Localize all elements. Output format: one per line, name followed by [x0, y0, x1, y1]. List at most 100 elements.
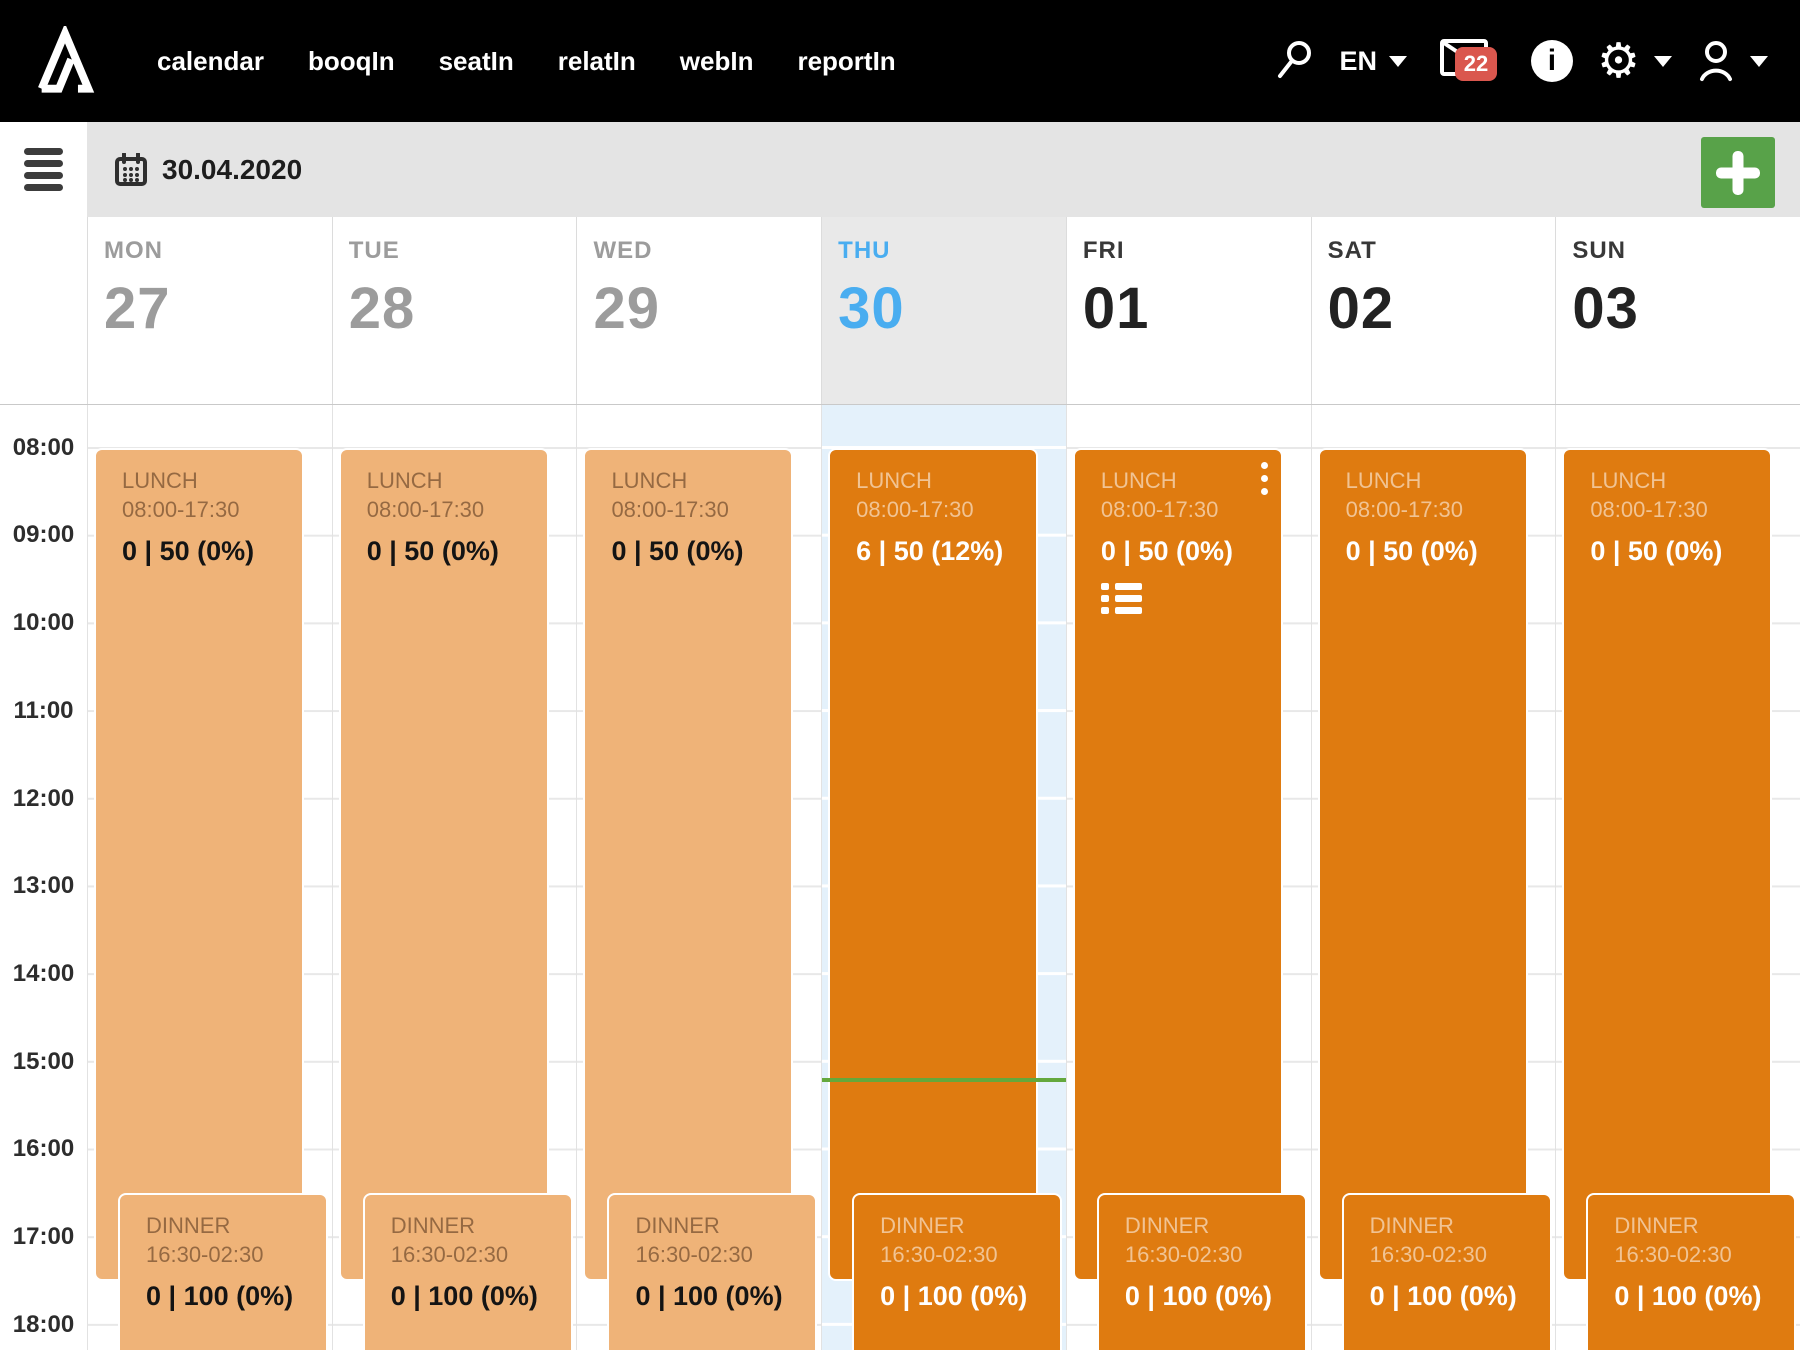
user-icon — [1700, 41, 1732, 81]
event-time: 16:30-02:30 — [880, 1242, 998, 1267]
event-time: 16:30-02:30 — [146, 1242, 264, 1267]
day-header-sat[interactable]: SAT 02 — [1310, 217, 1556, 404]
info-icon[interactable] — [1530, 40, 1573, 82]
event-title: LUNCH — [611, 468, 688, 493]
day-number: 30 — [838, 276, 905, 341]
nav-item-booqin[interactable]: booqIn — [307, 45, 395, 76]
nav-item-webin[interactable]: webIn — [679, 45, 754, 76]
day-number: 02 — [1327, 276, 1395, 341]
time-label: 17:00 — [12, 1223, 75, 1250]
top-nav: calendar booqIn seatIn relatIn webIn rep… — [0, 0, 1800, 122]
calendar-grid: 08:00 09:00 10:00 11:00 12:00 13:00 14:0… — [0, 405, 1800, 1350]
day-column-sun: LUNCH 08:00-17:30 0 | 50 (0%) DINNER 16:… — [1555, 405, 1800, 1350]
event-stats: 0 | 50 (0%) — [366, 536, 499, 566]
main-menu: calendar booqIn seatIn relatIn webIn rep… — [157, 46, 896, 77]
menu-icon — [24, 148, 63, 155]
gutter-spacer — [0, 217, 87, 404]
event-title: LUNCH — [856, 468, 932, 493]
day-columns: LUNCH 08:00-17:30 0 | 50 (0%) DINNER 16:… — [87, 405, 1800, 1350]
date-picker[interactable]: 30.04.2020 — [114, 122, 302, 217]
time-label: 16:00 — [12, 1135, 75, 1162]
event-dinner-wed[interactable]: DINNER 16:30-02:30 0 | 100 (0%) — [607, 1193, 818, 1350]
event-dinner-tue[interactable]: DINNER 16:30-02:30 0 | 100 (0%) — [362, 1193, 573, 1350]
user-menu[interactable] — [1696, 39, 1768, 83]
event-dinner-fri[interactable]: DINNER 16:30-02:30 0 | 100 (0%) — [1096, 1193, 1307, 1350]
kebab-menu-icon[interactable] — [1260, 462, 1268, 501]
event-dinner-thu[interactable]: DINNER 16:30-02:30 0 | 100 (0%) — [852, 1193, 1063, 1350]
day-column-fri: LUNCH 08:00-17:30 0 | 50 (0%) DINNER 16:… — [1065, 405, 1311, 1350]
event-lunch-wed[interactable]: LUNCH 08:00-17:30 0 | 50 (0%) — [583, 448, 794, 1281]
event-title: DINNER — [880, 1213, 965, 1238]
language-selector[interactable]: EN — [1339, 46, 1407, 77]
nav-item-relatin[interactable]: relatIn — [557, 45, 636, 76]
event-lunch-mon[interactable]: LUNCH 08:00-17:30 0 | 50 (0%) — [94, 448, 304, 1281]
time-axis: 08:00 09:00 10:00 11:00 12:00 13:00 14:0… — [0, 405, 87, 1350]
event-title: DINNER — [1124, 1213, 1210, 1238]
time-label: 11:00 — [13, 697, 74, 724]
day-column-wed: LUNCH 08:00-17:30 0 | 50 (0%) DINNER 16:… — [576, 405, 821, 1350]
time-label: 08:00 — [12, 434, 75, 461]
day-number: 28 — [348, 276, 416, 341]
day-header-thu-today[interactable]: THU 30 — [821, 217, 1066, 404]
event-title: DINNER — [635, 1213, 720, 1238]
notifications-button[interactable]: 22 — [1439, 37, 1497, 86]
search-icon[interactable] — [1275, 40, 1315, 82]
list-icon[interactable] — [1100, 583, 1267, 614]
nav-item-seatin[interactable]: seatIn — [438, 45, 514, 76]
event-stats: 0 | 50 (0%) — [1345, 536, 1478, 566]
event-time: 16:30-02:30 — [1124, 1242, 1243, 1267]
day-number: 03 — [1572, 276, 1639, 341]
chevron-down-icon — [1750, 55, 1768, 67]
event-stats: 0 | 50 (0%) — [1100, 536, 1233, 566]
event-time: 16:30-02:30 — [1614, 1242, 1732, 1267]
current-date-label: 30.04.2020 — [162, 153, 303, 185]
event-stats: 0 | 100 (0%) — [1369, 1281, 1517, 1311]
day-header-wed[interactable]: WED 29 — [576, 217, 821, 404]
day-header-tue[interactable]: TUE 28 — [331, 217, 577, 404]
nav-right-tools: EN 22 ⚙ — [1275, 37, 1768, 86]
day-header-mon[interactable]: MON 27 — [87, 217, 332, 404]
event-title: DINNER — [1614, 1213, 1699, 1238]
event-dinner-mon[interactable]: DINNER 16:30-02:30 0 | 100 (0%) — [118, 1193, 328, 1350]
event-title: LUNCH — [122, 468, 198, 493]
time-label: 10:00 — [12, 609, 75, 636]
nav-item-reportin[interactable]: reportIn — [797, 45, 896, 76]
event-dinner-sun[interactable]: DINNER 16:30-02:30 0 | 100 (0%) — [1586, 1193, 1797, 1350]
time-label: 09:00 — [12, 521, 75, 548]
day-header-fri[interactable]: FRI 01 — [1065, 217, 1311, 404]
event-lunch-tue[interactable]: LUNCH 08:00-17:30 0 | 50 (0%) — [338, 448, 549, 1281]
sidebar-menu-button[interactable] — [0, 122, 87, 217]
event-lunch-fri[interactable]: LUNCH 08:00-17:30 0 | 50 (0%) — [1072, 448, 1283, 1281]
event-title: LUNCH — [366, 468, 443, 493]
day-column-tue: LUNCH 08:00-17:30 0 | 50 (0%) DINNER 16:… — [331, 405, 577, 1350]
day-column-thu-today: LUNCH 08:00-17:30 6 | 50 (12%) DINNER 16… — [821, 405, 1066, 1350]
day-name: SAT — [1327, 237, 1377, 264]
event-time: 08:00-17:30 — [611, 497, 729, 522]
time-label: 15:00 — [12, 1048, 75, 1075]
settings-menu[interactable]: ⚙ — [1597, 37, 1672, 85]
language-label: EN — [1339, 45, 1377, 76]
time-label: 13:00 — [12, 872, 75, 899]
day-name: WED — [593, 237, 653, 264]
day-column-mon: LUNCH 08:00-17:30 0 | 50 (0%) DINNER 16:… — [87, 405, 332, 1350]
add-reservation-button[interactable] — [1701, 137, 1775, 208]
day-header-sun[interactable]: SUN 03 — [1555, 217, 1800, 404]
event-dinner-sat[interactable]: DINNER 16:30-02:30 0 | 100 (0%) — [1341, 1193, 1552, 1350]
event-lunch-thu[interactable]: LUNCH 08:00-17:30 6 | 50 (12%) — [828, 448, 1039, 1281]
calendar-icon — [115, 152, 147, 186]
event-stats: 0 | 50 (0%) — [122, 536, 255, 566]
event-stats: 0 | 50 (0%) — [1590, 536, 1723, 566]
event-lunch-sat[interactable]: LUNCH 08:00-17:30 0 | 50 (0%) — [1317, 448, 1528, 1281]
event-title: LUNCH — [1345, 468, 1422, 493]
day-number: 29 — [593, 276, 660, 341]
day-name: MON — [104, 237, 163, 264]
aleno-logo[interactable] — [33, 26, 97, 96]
event-title: DINNER — [1369, 1213, 1454, 1238]
time-label: 18:00 — [12, 1311, 75, 1338]
nav-item-calendar[interactable]: calendar — [157, 45, 264, 76]
week-day-headers: MON 27 TUE 28 WED 29 THU 30 FRI 01 SAT 0… — [0, 217, 1800, 405]
day-name: FRI — [1082, 237, 1125, 264]
event-lunch-sun[interactable]: LUNCH 08:00-17:30 0 | 50 (0%) — [1562, 448, 1773, 1281]
event-title: DINNER — [390, 1213, 476, 1238]
